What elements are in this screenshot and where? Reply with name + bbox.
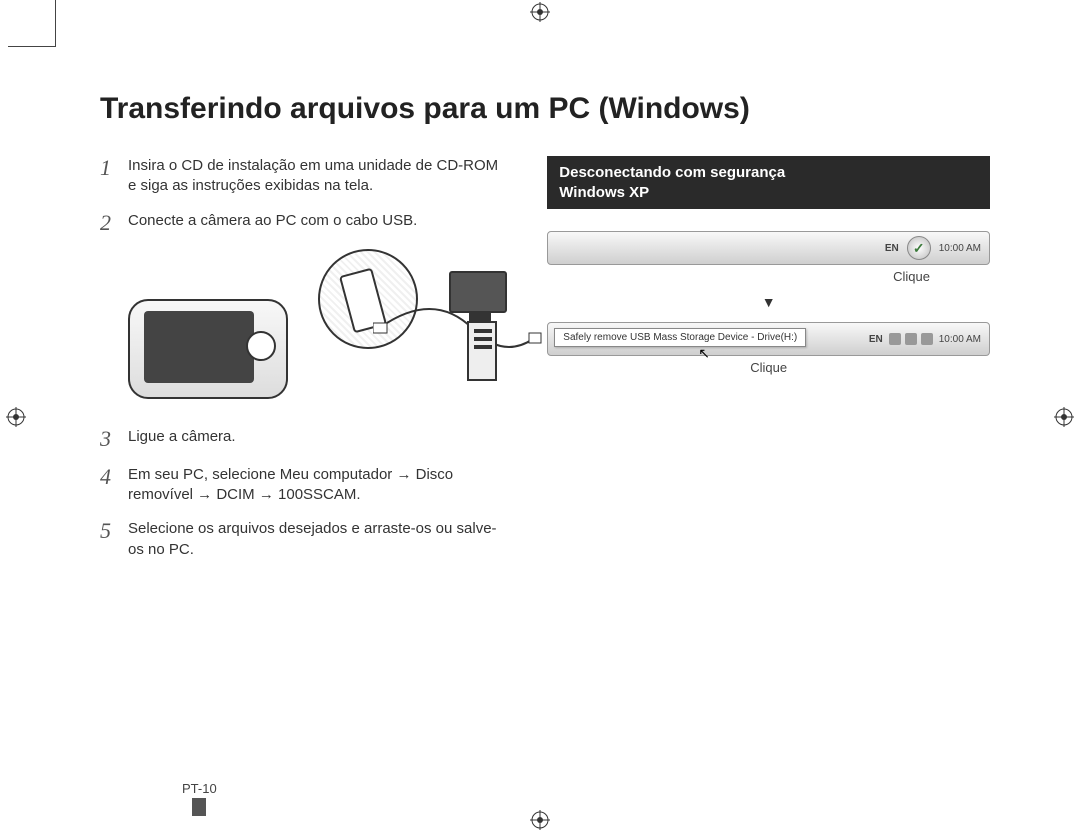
clock: 10:00 AM bbox=[939, 334, 981, 345]
pc-tower-icon bbox=[467, 321, 497, 381]
crop-mark bbox=[8, 46, 56, 47]
step-1: 1 Insira o CD de instalação em uma unida… bbox=[100, 156, 507, 197]
registration-mark-bottom bbox=[530, 810, 550, 830]
step-number: 4 bbox=[100, 465, 128, 489]
heading-line: Desconectando com segurança bbox=[559, 164, 785, 181]
tray-icons bbox=[889, 333, 933, 345]
step-text: Conecte a câmera ao PC com o cabo USB. bbox=[128, 211, 417, 231]
clock: 10:00 AM bbox=[939, 243, 981, 254]
language-indicator: EN bbox=[885, 243, 899, 254]
step-text: Insira o CD de instalação em uma unidade… bbox=[128, 156, 507, 197]
page-number: PT-10 bbox=[182, 781, 217, 796]
registration-mark-left bbox=[6, 407, 26, 427]
step-5: 5 Selecione os arquivos desejados e arra… bbox=[100, 519, 507, 560]
down-arrow-icon: ▼ bbox=[547, 294, 990, 310]
step-number: 2 bbox=[100, 211, 128, 235]
language-indicator: EN bbox=[869, 334, 883, 345]
monitor-icon bbox=[449, 271, 507, 313]
crop-mark bbox=[55, 0, 56, 46]
step-3: 3 Ligue a câmera. bbox=[100, 427, 507, 451]
click-label: Clique bbox=[547, 269, 930, 284]
page-title: Transferindo arquivos para um PC (Window… bbox=[100, 92, 990, 126]
step-number: 1 bbox=[100, 156, 128, 180]
steps-column: 1 Insira o CD de instalação em uma unida… bbox=[100, 156, 507, 574]
step-number: 3 bbox=[100, 427, 128, 451]
step-text: Ligue a câmera. bbox=[128, 427, 236, 447]
heading-line: Windows XP bbox=[559, 184, 649, 201]
camera-icon bbox=[128, 299, 288, 399]
registration-mark-top bbox=[530, 2, 550, 22]
step-4: 4 Em seu PC, selecione Meu computador → … bbox=[100, 465, 507, 506]
safely-remove-tray-icon[interactable]: ✓ bbox=[907, 236, 931, 260]
step-text: Em seu PC, selecione Meu computador → Di… bbox=[128, 465, 507, 506]
step-2: 2 Conecte a câmera ao PC com o cabo USB. bbox=[100, 211, 507, 235]
step-text: Selecione os arquivos desejados e arrast… bbox=[128, 519, 507, 560]
click-label: Clique bbox=[547, 360, 990, 375]
taskbar-screenshot-1: EN ✓ 10:00 AM bbox=[547, 231, 990, 265]
step-number: 5 bbox=[100, 519, 128, 543]
sidebar-column: Desconectando com segurança Windows XP E… bbox=[547, 156, 990, 574]
cursor-icon: ↖ bbox=[698, 345, 710, 362]
registration-mark-right bbox=[1054, 407, 1074, 427]
sidebar-heading: Desconectando com segurança Windows XP bbox=[547, 156, 990, 209]
safely-remove-tooltip[interactable]: Safely remove USB Mass Storage Device - … bbox=[554, 328, 806, 347]
connection-diagram bbox=[128, 249, 507, 409]
taskbar-screenshot-2: Safely remove USB Mass Storage Device - … bbox=[547, 322, 990, 356]
page-tab-marker bbox=[192, 798, 206, 816]
